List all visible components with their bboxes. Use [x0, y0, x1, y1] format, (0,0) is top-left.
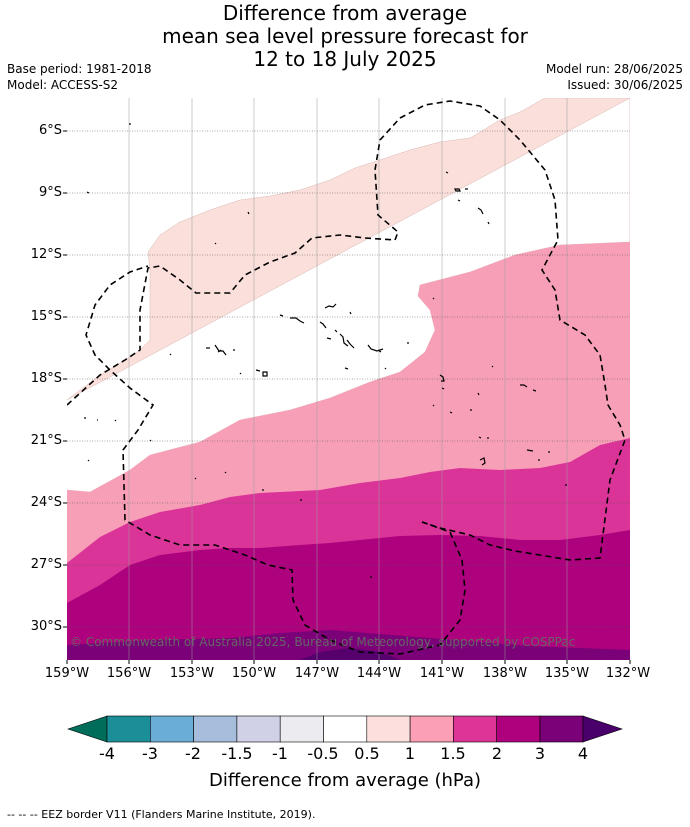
lat-label-18s: 18°S — [30, 371, 62, 386]
lon-label-150w: 150°W — [231, 666, 277, 681]
colorbar-segment-3 — [193, 715, 238, 743]
lat-label-15s: 15°S — [30, 309, 62, 324]
colorbar-tick-1-5: 1.5 — [440, 744, 466, 763]
axis-ticks — [63, 130, 631, 664]
colorbar-tick-minus-3: -3 — [142, 744, 158, 763]
colorbar-segment-11 — [539, 715, 584, 743]
lat-label-24s: 24°S — [30, 495, 62, 510]
eez-legend-note: -- -- -- EEZ border V11 (Flanders Marine… — [7, 808, 316, 821]
model-run-label: Model run: 28/06/2025 — [545, 62, 683, 76]
title-line-2: mean sea level pressure forecast for — [162, 24, 528, 48]
band-over-4 — [300, 648, 400, 660]
lon-label-138w: 138°W — [482, 666, 528, 681]
eez-border-west — [67, 100, 626, 561]
lon-label-147w: 147°W — [294, 666, 340, 681]
copyright-notice: © Commonwealth of Australia 2025, Bureau… — [70, 635, 575, 649]
model-label: Model: ACCESS-S2 — [7, 78, 119, 92]
colorbar-over-arrow — [582, 715, 623, 743]
lon-label-135w: 135°W — [544, 666, 590, 681]
lon-label-153w: 153°W — [169, 666, 215, 681]
colorbar-segment-4 — [236, 715, 281, 743]
band-3-to-4 — [67, 630, 630, 660]
colorbar-segment-10 — [496, 715, 541, 743]
islands — [84, 123, 567, 578]
lat-label-12s: 12°S — [30, 247, 62, 262]
lat-label-9s: 9°S — [38, 185, 62, 200]
colorbar-segment-1 — [106, 715, 151, 743]
lon-label-156w: 156°W — [106, 666, 152, 681]
colorbar-tick-minus-1-5: -1.5 — [221, 744, 253, 763]
colorbar-tick-0-5: 0.5 — [354, 744, 380, 763]
colorbar-segment-6 — [323, 715, 368, 743]
colorbar-tick-minus-2: -2 — [185, 744, 201, 763]
lat-label-30s: 30°S — [30, 619, 62, 634]
colorbar-segment-5 — [279, 715, 324, 743]
base-period-label: Base period: 1981-2018 — [7, 62, 152, 76]
colorbar-under-arrow — [67, 715, 108, 743]
lat-label-27s: 27°S — [30, 557, 62, 572]
lon-label-144w: 144°W — [356, 666, 402, 681]
lon-label-141w: 141°W — [419, 666, 465, 681]
colorbar-tick-2: 2 — [491, 744, 503, 763]
title-line-3: 12 to 18 July 2025 — [253, 47, 437, 71]
eez-border-south — [85, 265, 466, 655]
colorbar-segment-9 — [453, 715, 497, 743]
band-2-to-3 — [67, 530, 630, 660]
colorbar-tick-4: 4 — [577, 744, 589, 763]
pressure-anomaly-field: © Commonwealth of Australia 2025, Bureau… — [67, 98, 630, 660]
lon-label-132w: 132°W — [605, 666, 651, 681]
colorbar-tick-minus-1: -1 — [272, 744, 288, 763]
lat-label-6s: 6°S — [38, 123, 62, 138]
longitude-gridlines — [128, 98, 568, 660]
colorbar-tick-minus-4: -4 — [99, 744, 115, 763]
colorbar-title: Difference from average (hPa) — [208, 770, 482, 791]
lon-label-159w: 159°W — [44, 666, 90, 681]
colorbar-tick-minus-0-5: -0.5 — [307, 744, 339, 763]
colorbar-tick-1: 1 — [404, 744, 416, 763]
colorbar — [67, 715, 623, 743]
colorbar-segment-2 — [150, 715, 194, 743]
eez-borders — [67, 100, 626, 655]
title-line-1: Difference from average — [222, 1, 468, 25]
colorbar-segment-7 — [366, 715, 411, 743]
issued-label: Issued: 30/06/2025 — [567, 78, 683, 92]
colorbar-tick-3: 3 — [534, 744, 546, 763]
lat-label-21s: 21°S — [30, 433, 62, 448]
colorbar-segment-8 — [409, 715, 454, 743]
